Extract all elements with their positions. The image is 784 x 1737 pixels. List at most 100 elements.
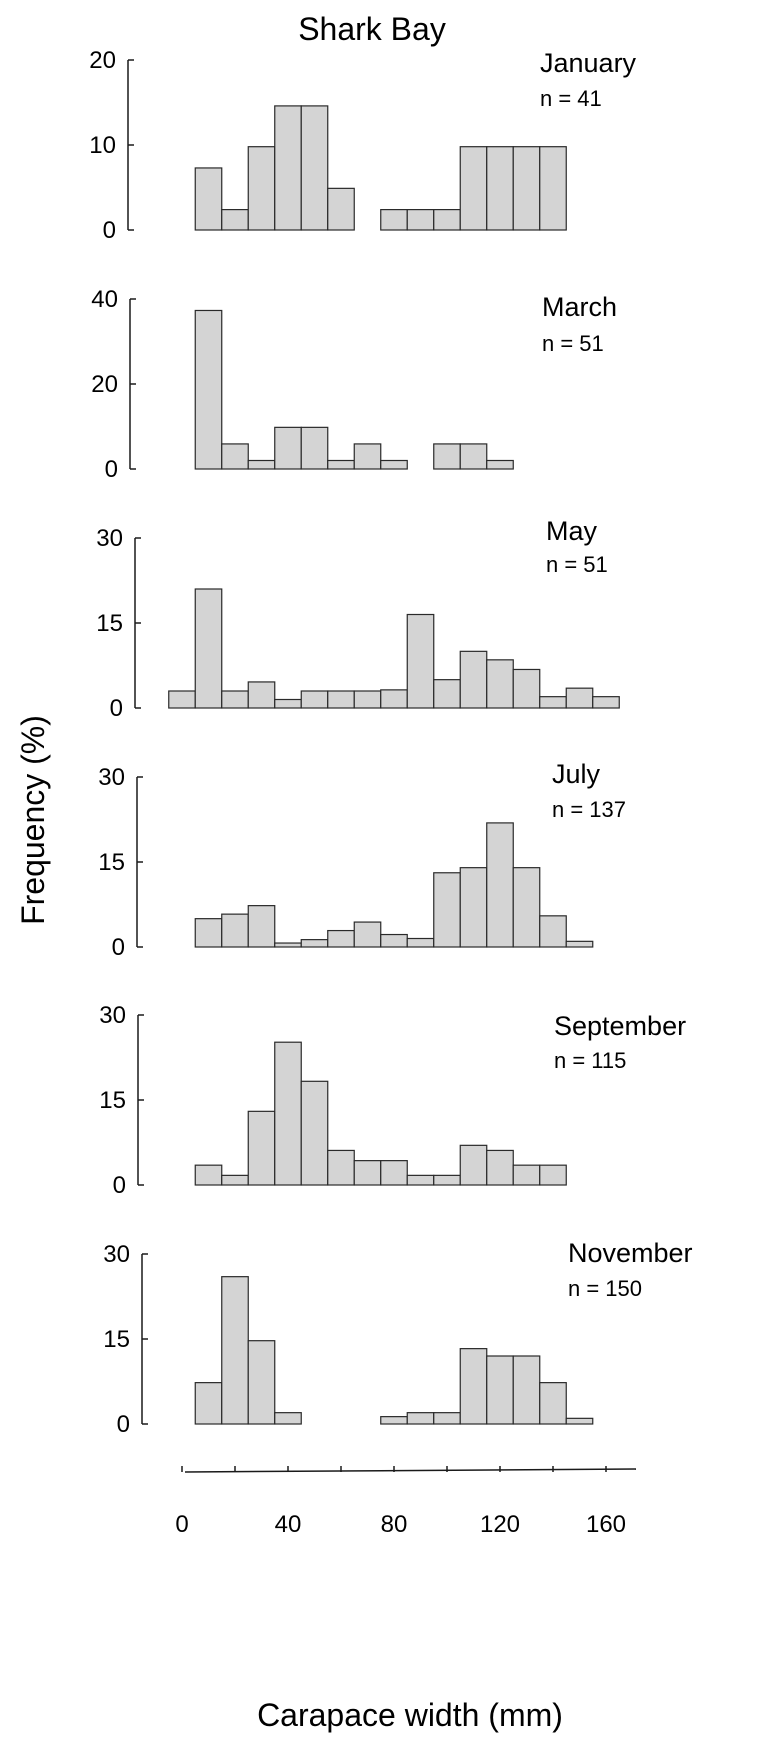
histogram-bar (459, 1144, 488, 1186)
y-tick-label: 20 (91, 371, 118, 398)
histogram-bar (247, 146, 276, 231)
y-tick-label: 15 (103, 1326, 130, 1353)
histogram-bar (433, 209, 461, 231)
y-tick-label: 30 (103, 1241, 130, 1268)
chart-title: Shark Bay (298, 11, 446, 47)
histogram-bar (353, 1160, 382, 1186)
histogram-bar (194, 1382, 223, 1425)
panel-march: 0 20 40 March n = 51 (91, 286, 617, 483)
histogram-bar (247, 1340, 276, 1425)
month-label: May (546, 516, 598, 546)
panel-may: 0 15 30 May n = 51 (96, 516, 620, 722)
histogram-bar (300, 426, 329, 470)
y-tick-label: 0 (103, 217, 116, 244)
histogram-bar (406, 613, 435, 709)
histogram-bar (380, 209, 408, 231)
histogram-bar (433, 1412, 461, 1425)
y-tick-label: 0 (113, 1172, 126, 1199)
histogram-bar (247, 681, 276, 709)
histogram-bar (221, 690, 249, 709)
histogram-bar (565, 687, 594, 709)
histogram-bar (459, 1348, 488, 1425)
histogram-bar (539, 696, 567, 709)
histogram-bar (274, 1041, 302, 1186)
histogram-bar (221, 1276, 249, 1425)
y-tick-label: 20 (89, 47, 116, 74)
histogram-bar (486, 1149, 514, 1186)
x-tick-label: 160 (586, 1511, 626, 1538)
histogram-bar (327, 459, 355, 470)
histogram-bar (459, 867, 488, 948)
histogram-bar (459, 443, 488, 470)
histogram-bar (380, 1160, 408, 1186)
histogram-bar (274, 426, 302, 470)
histogram-bar (327, 690, 355, 709)
x-axis-label: Carapace width (mm) (257, 1697, 563, 1733)
y-tick-label: 0 (112, 934, 125, 961)
y-tick-label: 0 (105, 456, 118, 483)
histogram-bar (300, 105, 329, 231)
y-tick-label: 15 (98, 849, 125, 876)
histogram-bar (406, 1412, 435, 1425)
histogram-bar (327, 1149, 355, 1186)
y-tick-label: 30 (99, 1002, 126, 1029)
panel-november: 0 15 30 November n = 150 (103, 1238, 692, 1438)
histogram-bar (539, 146, 567, 231)
panel-january: 0 10 20 January n = 41 (89, 47, 636, 244)
month-label: November (568, 1238, 693, 1268)
histogram-bar (512, 1164, 541, 1186)
histogram-bar (406, 937, 435, 948)
histogram-bar (300, 939, 329, 948)
sample-size-label: n = 51 (546, 552, 608, 577)
sample-size-label: n = 150 (568, 1276, 642, 1301)
histogram-bar (194, 588, 223, 709)
histogram-bar (406, 209, 435, 231)
histogram-bar (486, 459, 514, 470)
y-tick-label: 0 (117, 1411, 130, 1438)
histogram-bar (512, 146, 541, 231)
panel-september: 0 15 30 September n = 115 (99, 1002, 686, 1199)
y-tick-label: 15 (99, 1087, 126, 1114)
histogram-bar (300, 690, 329, 709)
x-tick-label: 0 (175, 1511, 188, 1538)
histogram-bar (274, 698, 302, 709)
month-label: March (542, 292, 617, 322)
histogram-bar (353, 443, 382, 470)
histogram-bar (459, 650, 488, 709)
histogram-bar (539, 915, 567, 948)
histogram-bar (274, 105, 302, 231)
histogram-bar (380, 459, 408, 470)
histogram-bar (194, 918, 223, 948)
y-tick-label: 30 (98, 764, 125, 791)
histogram-bar (327, 929, 355, 948)
histogram-bar (353, 690, 382, 709)
histogram-bar (380, 689, 408, 709)
histogram-bar (486, 822, 514, 948)
histogram-bar (194, 309, 223, 470)
y-axis-label: Frequency (%) (15, 715, 51, 925)
x-tick-label: 80 (381, 1511, 408, 1538)
y-tick-label: 10 (89, 132, 116, 159)
histogram-bar (221, 209, 249, 231)
panel-july: 0 15 30 July n = 137 (98, 759, 626, 961)
histogram-bar (194, 167, 223, 231)
y-tick-label: 0 (110, 695, 123, 722)
histogram-bar (512, 668, 541, 709)
histogram-bar (486, 1355, 514, 1425)
histogram-bar (565, 940, 594, 948)
histogram-bar (565, 1417, 594, 1425)
histogram-bar (274, 942, 302, 948)
histogram-bar (512, 1355, 541, 1425)
histogram-bar (327, 187, 355, 231)
histogram-bar (247, 459, 276, 470)
histogram-bar (380, 1416, 408, 1425)
sample-size-label: n = 115 (554, 1048, 626, 1073)
sample-size-label: n = 137 (552, 797, 626, 822)
histogram-bar (459, 146, 488, 231)
y-tick-label: 40 (91, 286, 118, 313)
histogram-bar (221, 1174, 249, 1186)
histogram-bar (221, 443, 249, 470)
y-tick-label: 15 (96, 610, 123, 637)
histogram-bar (247, 905, 276, 948)
histogram-bar (168, 690, 196, 709)
